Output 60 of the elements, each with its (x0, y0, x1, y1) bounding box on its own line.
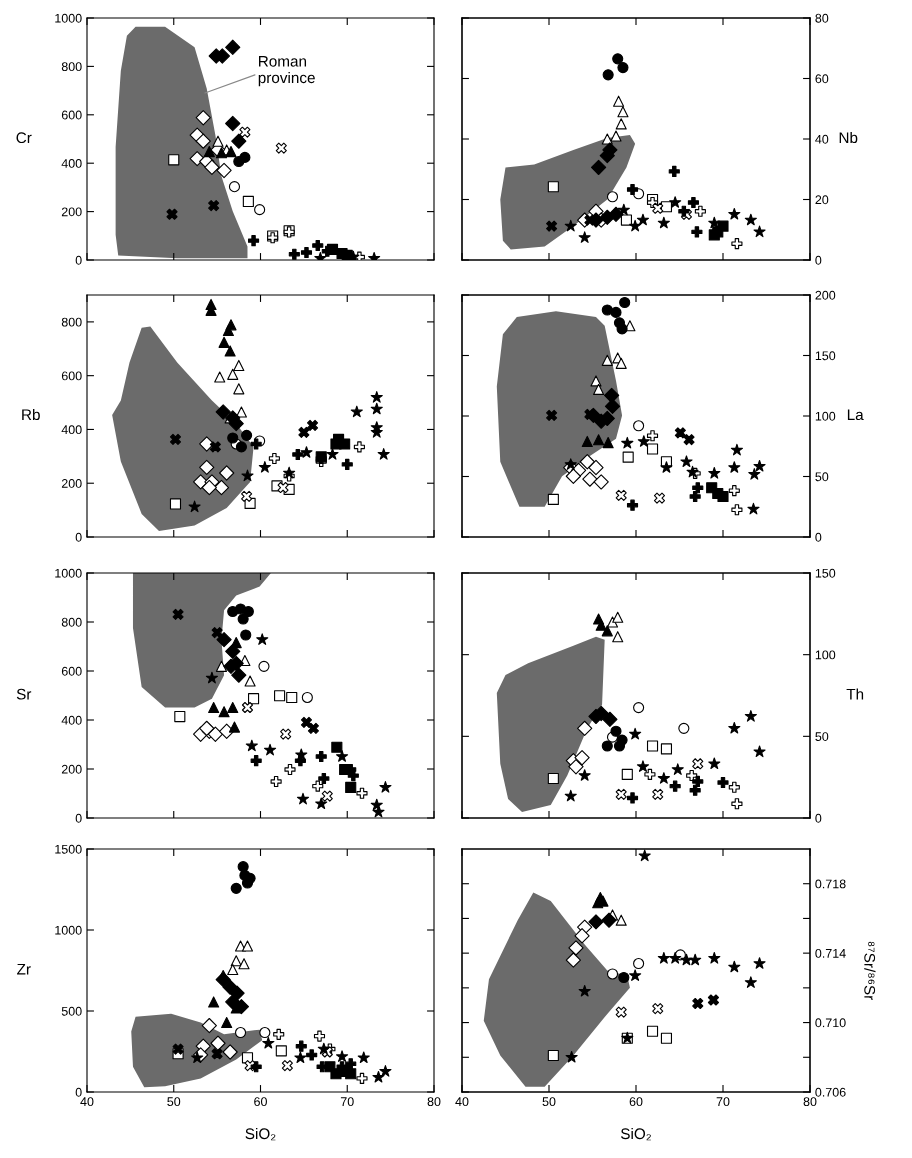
y2-axis-title: ⁸⁷Sr/⁸⁶Sr (864, 941, 876, 1000)
y-tick-label: 0 (75, 255, 82, 265)
x-tick-label: 80 (427, 1097, 441, 1107)
y2-tick-label: 50 (815, 732, 829, 741)
x-axis-title: SiO₂ (245, 1127, 276, 1141)
y-tick-label: 800 (61, 317, 82, 327)
y2-tick-label: 0.714 (815, 948, 846, 958)
y2-axis-title: La (847, 409, 864, 421)
y2-tick-label: 80 (815, 13, 829, 23)
x-tick-label: 50 (542, 1097, 556, 1107)
y2-tick-label: 60 (815, 74, 829, 84)
y-tick-label: 600 (61, 371, 82, 381)
y-tick-label: 0 (75, 813, 82, 823)
y2-tick-label: 200 (815, 290, 836, 300)
y-axis-title: Zr (17, 963, 31, 975)
x-axis-title: SiO₂ (621, 1127, 651, 1141)
y2-tick-label: 100 (815, 650, 836, 660)
y-tick-label: 1000 (55, 568, 82, 578)
y-tick-label: 200 (61, 207, 82, 217)
y2-tick-label: 0.718 (815, 879, 846, 889)
y-tick-label: 600 (61, 110, 82, 120)
y-tick-label: 800 (61, 62, 82, 72)
y2-tick-label: 100 (815, 411, 836, 421)
y2-tick-label: 0 (815, 813, 822, 823)
y-tick-label: 0 (75, 532, 82, 542)
x-tick-label: 40 (455, 1097, 469, 1107)
x-tick-label: 50 (167, 1097, 181, 1107)
x-tick-label: 70 (716, 1097, 730, 1107)
annotation: Roman province (258, 56, 315, 87)
y-tick-label: 400 (61, 425, 82, 435)
y2-tick-label: 50 (815, 472, 829, 482)
y-tick-label: 400 (61, 715, 82, 725)
y2-tick-label: 20 (815, 195, 829, 205)
y-tick-label: 600 (61, 666, 82, 676)
y2-tick-label: 40 (815, 134, 829, 144)
y-tick-label: 200 (61, 479, 82, 488)
y2-tick-label: 150 (815, 568, 836, 578)
y2-tick-label: 150 (815, 351, 836, 361)
y2-tick-label: 0 (815, 255, 822, 265)
y2-tick-label: 0.710 (815, 1018, 846, 1028)
y-tick-label: 1000 (55, 13, 82, 23)
x-tick-label: 60 (629, 1097, 643, 1107)
y-axis-title: Cr (16, 132, 32, 144)
y-axis-title: Sr (16, 688, 32, 700)
x-tick-label: 80 (803, 1097, 817, 1107)
y-tick-label: 400 (61, 159, 82, 168)
y-tick-label: 500 (61, 1006, 82, 1016)
y-axis-title: Rb (22, 408, 40, 421)
y-tick-label: 800 (61, 617, 82, 627)
x-tick-label: 40 (80, 1097, 94, 1107)
y-tick-label: 0 (75, 1087, 82, 1097)
x-tick-label: 70 (340, 1097, 354, 1107)
y-tick-label: 1000 (55, 925, 82, 935)
x-tick-label: 60 (254, 1097, 267, 1107)
y2-tick-label: 0 (815, 532, 822, 542)
y-tick-label: 1500 (55, 844, 82, 854)
y2-axis-title: Nb (839, 131, 858, 144)
y-tick-label: 200 (61, 764, 82, 774)
y2-tick-label: 0.706 (815, 1087, 846, 1097)
y2-axis-title: Th (846, 688, 864, 700)
